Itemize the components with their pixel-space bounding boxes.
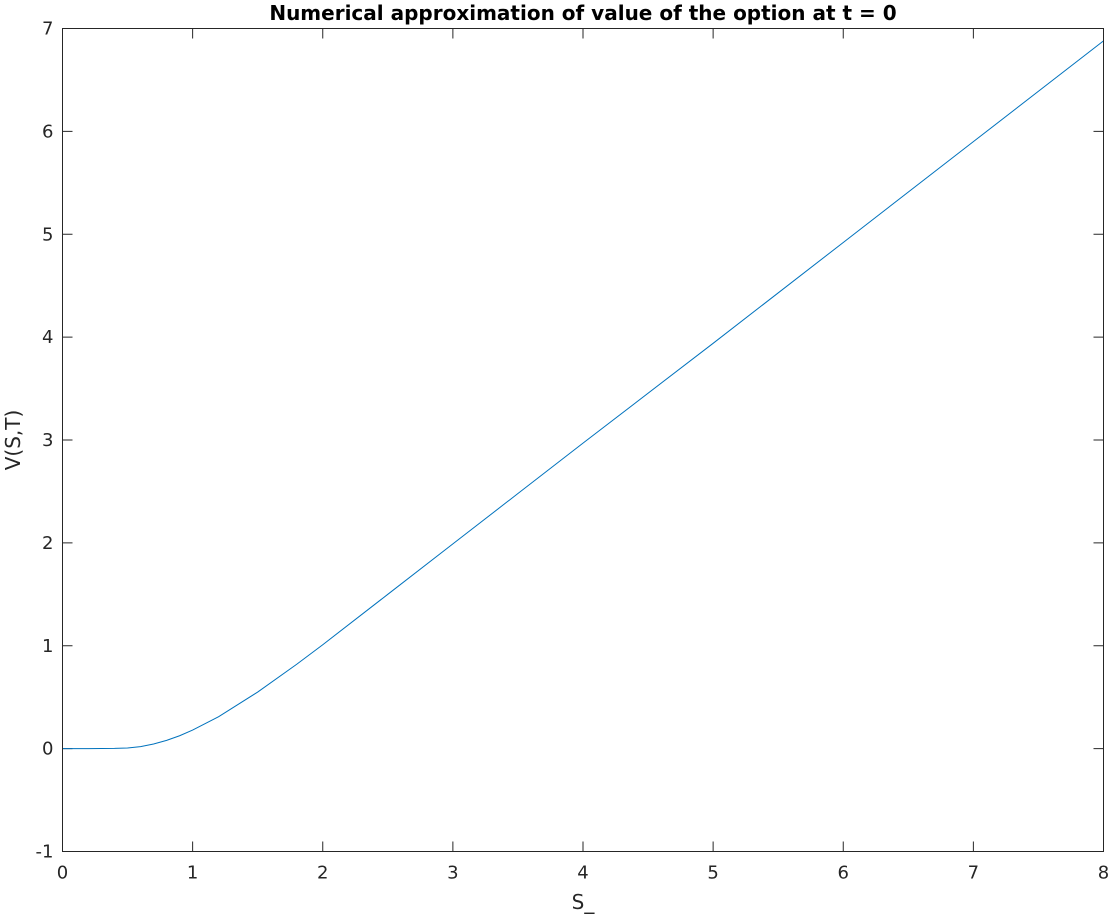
y-tick-label: -1 — [36, 842, 54, 863]
x-tick-label: 7 — [968, 863, 979, 884]
y-tick-label: 5 — [42, 224, 53, 245]
x-tick-label: 2 — [317, 863, 328, 884]
x-tick-label: 0 — [57, 863, 68, 884]
x-tick-label: 6 — [838, 863, 849, 884]
x-tick-label: 3 — [447, 863, 458, 884]
y-axis-label: V(S,T) — [1, 410, 25, 471]
x-tick-label: 5 — [707, 863, 718, 884]
x-tick-label: 1 — [187, 863, 198, 884]
y-tick-label: 0 — [42, 739, 53, 760]
x-tick-label: 4 — [577, 863, 588, 884]
tick-marks — [62, 28, 1104, 852]
plot-area-border — [62, 28, 1104, 852]
x-tick-label: 8 — [1098, 863, 1109, 884]
y-tick-label: 2 — [42, 533, 53, 554]
series-line — [62, 40, 1104, 750]
y-tick-label: 4 — [42, 327, 53, 348]
x-axis-label: S_ — [572, 890, 596, 914]
y-tick-label: 3 — [42, 430, 53, 451]
chart-title: Numerical approximation of value of the … — [269, 1, 896, 25]
y-tick-label: 1 — [42, 636, 53, 657]
y-tick-label: 7 — [42, 19, 53, 40]
y-tick-label: 6 — [42, 121, 53, 142]
